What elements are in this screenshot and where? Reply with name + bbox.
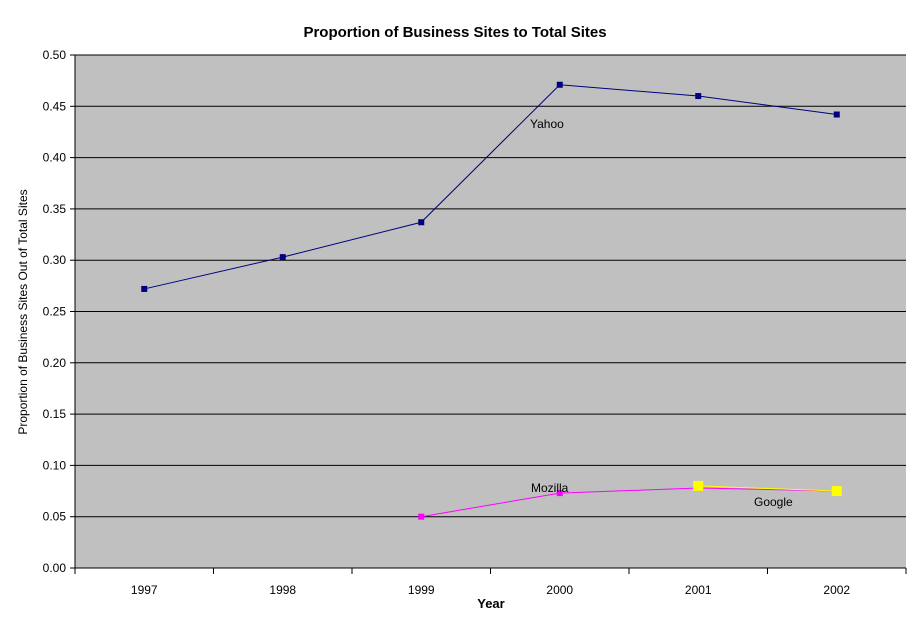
data-point-yahoo xyxy=(418,219,425,226)
data-point-google xyxy=(831,486,842,497)
y-tick-label: 0.00 xyxy=(43,561,67,575)
y-tick-label: 0.15 xyxy=(43,407,67,421)
y-tick-label: 0.10 xyxy=(43,458,67,472)
series-line-google xyxy=(698,485,837,492)
data-point-yahoo xyxy=(695,93,702,100)
data-point-google xyxy=(693,480,704,491)
y-tick-label: 0.05 xyxy=(43,510,67,524)
y-tick-label: 0.45 xyxy=(43,99,67,113)
data-point-yahoo xyxy=(556,81,563,88)
y-tick-label: 0.40 xyxy=(43,151,67,165)
data-point-mozilla xyxy=(418,513,425,520)
y-tick-label: 0.20 xyxy=(43,356,67,370)
series-label-yahoo: Yahoo xyxy=(530,117,564,131)
x-tick-label: 2000 xyxy=(546,583,573,597)
y-axis-label: Proportion of Business Sites Out of Tota… xyxy=(16,189,30,434)
data-point-yahoo xyxy=(833,111,840,118)
data-point-yahoo xyxy=(279,254,286,261)
y-tick-label: 0.50 xyxy=(43,48,67,62)
y-tick-label: 0.25 xyxy=(43,305,67,319)
series-label-mozilla: Mozilla xyxy=(531,481,569,495)
y-tick-label: 0.35 xyxy=(43,202,67,216)
x-tick-label: 1999 xyxy=(408,583,435,597)
series-line-mozilla xyxy=(421,487,837,518)
chart-title: Proportion of Business Sites to Total Si… xyxy=(303,24,606,41)
data-point-mozilla xyxy=(556,490,563,497)
x-tick-label: 1997 xyxy=(131,583,158,597)
x-axis-label: Year xyxy=(477,596,504,611)
series-label-google: Google xyxy=(754,495,793,509)
x-tick-label: 1998 xyxy=(269,583,296,597)
y-tick-label: 0.30 xyxy=(43,253,67,267)
data-point-yahoo xyxy=(141,285,148,292)
series-line-yahoo xyxy=(144,84,837,290)
x-tick-label: 2001 xyxy=(685,583,712,597)
x-tick-label: 2002 xyxy=(823,583,850,597)
